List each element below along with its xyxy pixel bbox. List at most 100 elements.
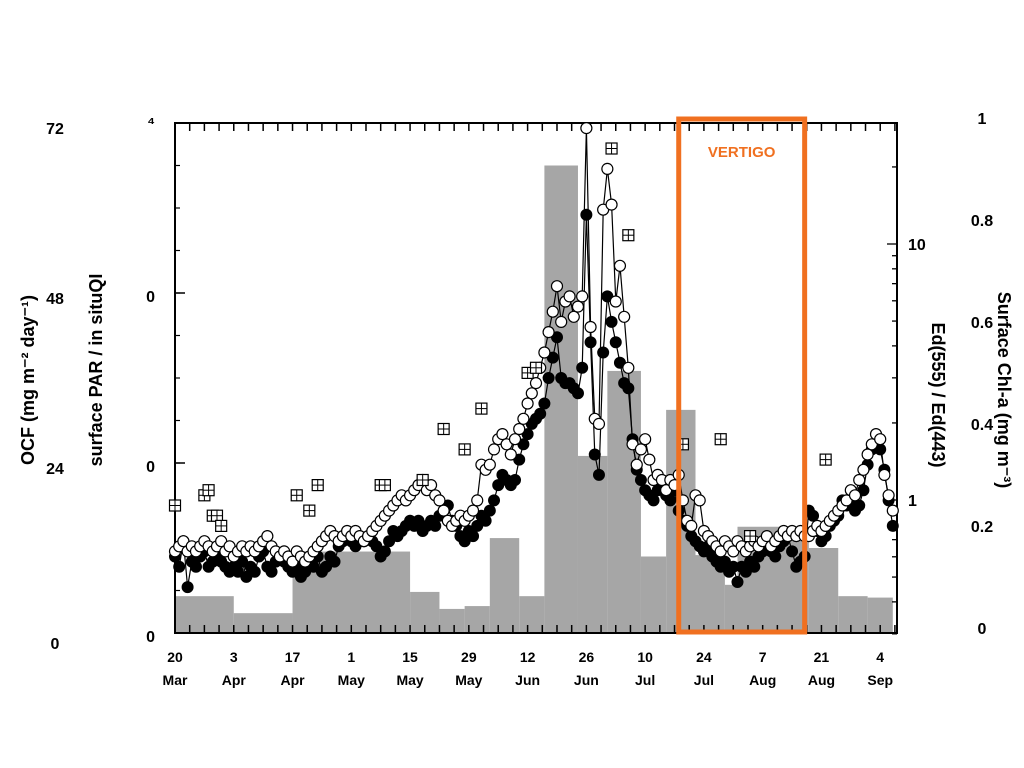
ocf-bar: [724, 584, 738, 633]
chl-filled-point: [634, 474, 647, 486]
chl-filled-point: [886, 519, 899, 532]
ocf-bars: [175, 165, 893, 633]
chl-tick-label: 0.8: [971, 213, 993, 230]
chl-grid-point: [437, 422, 450, 436]
ed-tick-label: 1: [908, 493, 917, 510]
chl-open-point: [521, 397, 534, 410]
axis-labels: 20Mar3Apr17Apr1May15May29May12Jun26Jun10…: [18, 111, 1014, 688]
x-tick-label-day: 29: [461, 649, 477, 665]
chl-filled-point: [378, 545, 391, 558]
chl-filled-point: [483, 504, 496, 517]
x-tick-label-day: 3: [230, 649, 238, 665]
chl-open-point: [857, 463, 870, 476]
ocf-bar: [640, 556, 667, 633]
chl-tick-label: 0.6: [971, 315, 993, 332]
chl-open-point: [542, 326, 555, 339]
chl-open-point: [437, 504, 450, 517]
x-tick-label-day: 7: [759, 649, 767, 665]
ocf-axis-title: OCF (mg m⁻² day⁻¹): [18, 295, 38, 465]
x-tick-label-day: 4: [876, 649, 884, 665]
chl-grid-point: [743, 529, 757, 543]
chl-open-point: [693, 494, 706, 507]
chl-filled-point: [731, 576, 744, 588]
chl-open-point: [471, 494, 484, 507]
chl-grid-point: [819, 453, 832, 466]
chl-tick-label: 0: [978, 621, 987, 638]
chl-open-point: [550, 280, 564, 293]
par-tick-label: 0: [146, 459, 155, 476]
x-tick-label-day: 20: [167, 649, 183, 665]
chl-filled-point: [853, 499, 866, 512]
x-tick-label-month: Jun: [515, 672, 540, 688]
chl-filled-point: [538, 397, 551, 410]
chl-filled-point: [605, 315, 618, 328]
x-tick-label-day: 10: [637, 649, 653, 665]
chl-series-points: [168, 122, 899, 594]
ed-tick-label: 10: [908, 237, 926, 254]
vertigo-annotation: VERTIGO: [676, 116, 808, 635]
x-tick-label-month: Aug: [808, 672, 835, 688]
chl-open-point: [529, 377, 543, 390]
chl-grid-point: [475, 402, 488, 415]
chl-filled-point: [181, 581, 194, 594]
chl-filled-point: [429, 519, 442, 532]
chl-filled-point: [647, 494, 660, 507]
chl-open-point: [886, 504, 899, 517]
ocf-tick-label: 24: [46, 461, 64, 478]
chl-open-line: [174, 128, 894, 563]
chl-grid-point: [458, 443, 471, 456]
chl-grid-point: [303, 504, 316, 517]
ocf-bar: [544, 165, 578, 633]
ocf-bar: [577, 455, 608, 633]
par-axis-title: surface PAR / in situQI: [86, 274, 106, 467]
chl-open-point: [630, 458, 643, 471]
chl-filled-point: [189, 560, 202, 573]
par-tick-label: 0: [146, 289, 155, 306]
chl-open-point: [546, 305, 559, 318]
x-tick-label-day: 15: [402, 649, 418, 665]
x-tick-label-month: Jun: [574, 672, 599, 688]
chl-open-point: [639, 433, 652, 446]
chl-filled-point: [173, 560, 186, 573]
chl-axis-title: Surface Chl-a (mg m⁻³): [994, 292, 1014, 489]
chl-open-point: [261, 529, 274, 543]
chl-open-point: [878, 468, 891, 481]
chl-open-point: [853, 473, 866, 487]
chl-grid-point: [210, 509, 224, 522]
chl-filled-point: [597, 346, 610, 359]
chl-filled-point: [622, 382, 635, 395]
chl-open-point: [513, 422, 526, 436]
chl-grid-point: [378, 479, 391, 492]
chl-open-point: [563, 290, 576, 303]
chl-open-point: [592, 417, 606, 430]
x-tick-label-month: Apr: [222, 672, 247, 688]
chl-open-point: [466, 504, 480, 517]
chl-filled-point: [542, 372, 555, 384]
chl-filled-point: [534, 407, 547, 420]
chl-open-point: [576, 290, 589, 303]
chl-open-point: [483, 458, 496, 471]
x-tick-label-month: Apr: [280, 672, 305, 688]
x-tick-label-day: 1: [347, 649, 355, 665]
chl-filled-point: [576, 361, 589, 374]
chl-filled-point: [571, 387, 584, 400]
chl-grid-point: [529, 361, 543, 374]
chl-filled-point: [580, 208, 593, 221]
chl-filled-point: [807, 509, 820, 522]
chl-open-point: [567, 310, 580, 323]
x-tick-label-day: 21: [814, 649, 830, 665]
ocf-bar: [838, 596, 868, 633]
ocf-tick-label: 72: [46, 121, 64, 138]
chl-grid-point: [622, 229, 635, 242]
vertigo-label: VERTIGO: [708, 144, 776, 161]
ed-axis-title: Ed(555) / Ed(443): [928, 322, 948, 467]
chl-open-point: [634, 443, 648, 456]
x-tick-label-month: Mar: [163, 672, 188, 688]
chl-grid-point: [215, 519, 228, 533]
vertigo-box: [676, 116, 808, 635]
chl-open-point: [496, 428, 509, 441]
x-tick-label-month: Jul: [635, 672, 655, 688]
x-tick-label-day: 17: [285, 649, 301, 665]
x-tick-label-day: 24: [696, 649, 712, 665]
